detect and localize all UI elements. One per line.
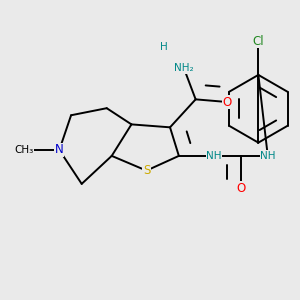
Text: S: S: [143, 164, 150, 177]
Text: H: H: [160, 42, 168, 52]
Text: O: O: [237, 182, 246, 195]
Text: CH₃: CH₃: [14, 145, 34, 155]
Text: Cl: Cl: [253, 34, 264, 48]
Text: NH₂: NH₂: [174, 63, 194, 73]
Text: NH: NH: [260, 151, 275, 161]
Text: O: O: [223, 95, 232, 109]
Text: NH: NH: [206, 151, 222, 161]
Text: N: N: [55, 143, 64, 157]
